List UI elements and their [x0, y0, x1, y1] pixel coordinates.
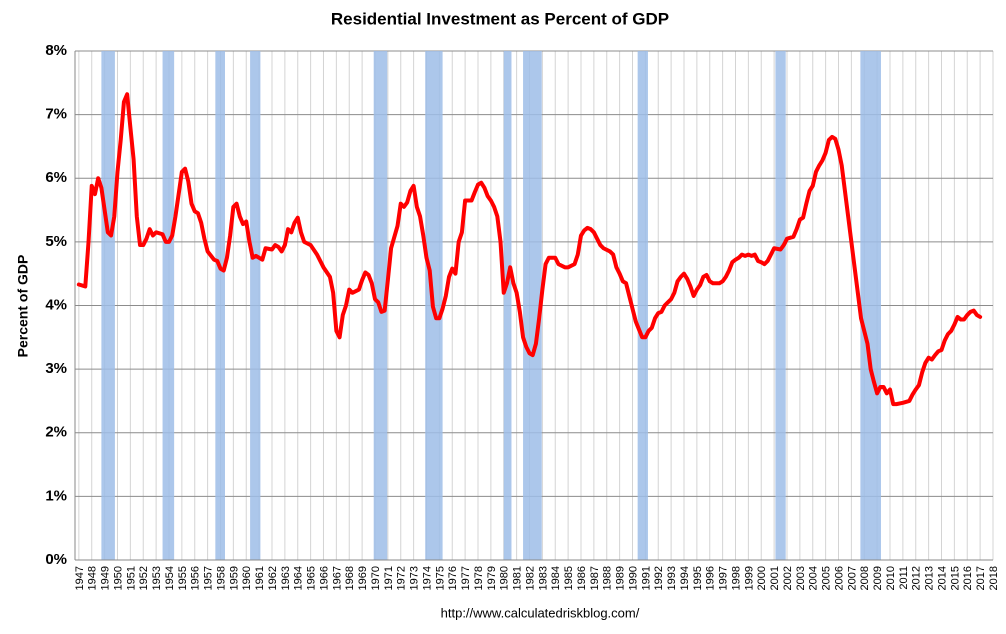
x-tick-label: 1993 [666, 566, 678, 590]
x-tick-label: 1960 [241, 566, 253, 590]
x-tick-label: 2013 [924, 566, 936, 590]
x-tick-label: 1990 [627, 566, 639, 590]
x-tick-label: 1968 [344, 566, 356, 590]
x-tick-label: 1969 [357, 566, 369, 590]
y-tick-label: 1% [45, 487, 67, 504]
x-tick-label: 1964 [293, 566, 305, 590]
x-tick-label: 1977 [460, 566, 472, 590]
x-tick-label: 1970 [370, 566, 382, 590]
x-tick-label: 1952 [138, 566, 150, 590]
recession-band [637, 51, 648, 560]
x-tick-label: 1985 [563, 566, 575, 590]
y-axis-label: Percent of GDP [15, 255, 31, 358]
recession-band [250, 51, 261, 560]
y-tick-label: 0% [45, 551, 67, 568]
x-tick-label: 2002 [782, 566, 794, 590]
x-tick-label: 1974 [421, 566, 433, 590]
x-tick-label: 1998 [730, 566, 742, 590]
x-tick-label: 2007 [846, 566, 858, 590]
x-tick-label: 1948 [87, 566, 99, 590]
x-tick-label: 1962 [267, 566, 279, 590]
recession-band [860, 51, 881, 560]
x-tick-label: 1996 [705, 566, 717, 590]
x-tick-label: 1947 [74, 566, 86, 590]
x-tick-label: 2018 [988, 566, 1000, 590]
x-tick-label: 1954 [164, 566, 176, 590]
x-tick-label: 1988 [602, 566, 614, 590]
x-tick-label: 1971 [383, 566, 395, 590]
x-tick-label: 1961 [254, 566, 266, 590]
y-tick-label: 8% [45, 42, 67, 59]
x-tick-label: 1995 [692, 566, 704, 590]
x-tick-label: 1958 [215, 566, 227, 590]
x-tick-label: 1963 [280, 566, 292, 590]
x-tick-label: 1991 [640, 566, 652, 590]
x-tick-label: 2015 [949, 566, 961, 590]
x-tick-label: 2016 [962, 566, 974, 590]
recession-band [775, 51, 786, 560]
x-tick-label: 2005 [821, 566, 833, 590]
x-tick-label: 1950 [112, 566, 124, 590]
x-tick-label: 1955 [177, 566, 189, 590]
y-tick-label: 3% [45, 360, 67, 377]
x-tick-label: 2009 [872, 566, 884, 590]
x-tick-label: 1965 [306, 566, 318, 590]
source-note: http://www.calculatedriskblog.com/ [441, 605, 640, 620]
x-tick-label: 1976 [447, 566, 459, 590]
x-tick-label: 1984 [550, 566, 562, 590]
y-tick-label: 6% [45, 169, 67, 186]
x-tick-label: 1992 [653, 566, 665, 590]
x-tick-label: 2001 [769, 566, 781, 590]
recession-band [215, 51, 225, 560]
chart-title: Residential Investment as Percent of GDP [331, 9, 669, 28]
x-tick-label: 1975 [434, 566, 446, 590]
x-tick-label: 2012 [911, 566, 923, 590]
x-tick-label: 2011 [898, 566, 910, 590]
x-tick-label: 1987 [589, 566, 601, 590]
x-tick-label: 1982 [524, 566, 536, 590]
x-tick-label: 2006 [833, 566, 845, 590]
x-tick-label: 1980 [499, 566, 511, 590]
x-tick-label: 2017 [975, 566, 987, 590]
x-tick-label: 1972 [396, 566, 408, 590]
x-tick-label: 1978 [473, 566, 485, 590]
recession-band [101, 51, 115, 560]
x-tick-label: 1957 [203, 566, 215, 590]
recession-band [162, 51, 175, 560]
x-tick-label: 2000 [756, 566, 768, 590]
y-tick-label: 7% [45, 106, 67, 123]
x-tick-label: 2003 [795, 566, 807, 590]
x-tick-label: 1997 [718, 566, 730, 590]
x-tick-label: 2014 [936, 566, 948, 590]
x-tick-label: 1994 [679, 566, 691, 590]
x-tick-label: 1973 [409, 566, 421, 590]
x-tick-label: 1951 [125, 566, 137, 590]
x-tick-label: 1949 [100, 566, 112, 590]
data-line [76, 92, 983, 407]
y-tick-label: 5% [45, 233, 67, 250]
x-tick-label: 1959 [228, 566, 240, 590]
x-tick-label: 1981 [512, 566, 524, 590]
y-tick-label: 2% [45, 424, 67, 441]
x-tick-label: 2004 [808, 566, 820, 590]
x-tick-label: 1999 [743, 566, 755, 590]
x-tick-label: 1989 [615, 566, 627, 590]
x-tick-label: 1986 [576, 566, 588, 590]
x-tick-label: 2008 [859, 566, 871, 590]
recession-band [503, 51, 512, 560]
x-tick-label: 1983 [537, 566, 549, 590]
x-tick-label: 1953 [151, 566, 163, 590]
x-tick-label: 1967 [331, 566, 343, 590]
x-tick-label: 1979 [486, 566, 498, 590]
x-tick-label: 1956 [190, 566, 202, 590]
x-tick-label: 2010 [885, 566, 897, 590]
x-tick-label: 1966 [318, 566, 330, 590]
y-tick-label: 4% [45, 296, 67, 313]
recession-band [523, 51, 542, 560]
